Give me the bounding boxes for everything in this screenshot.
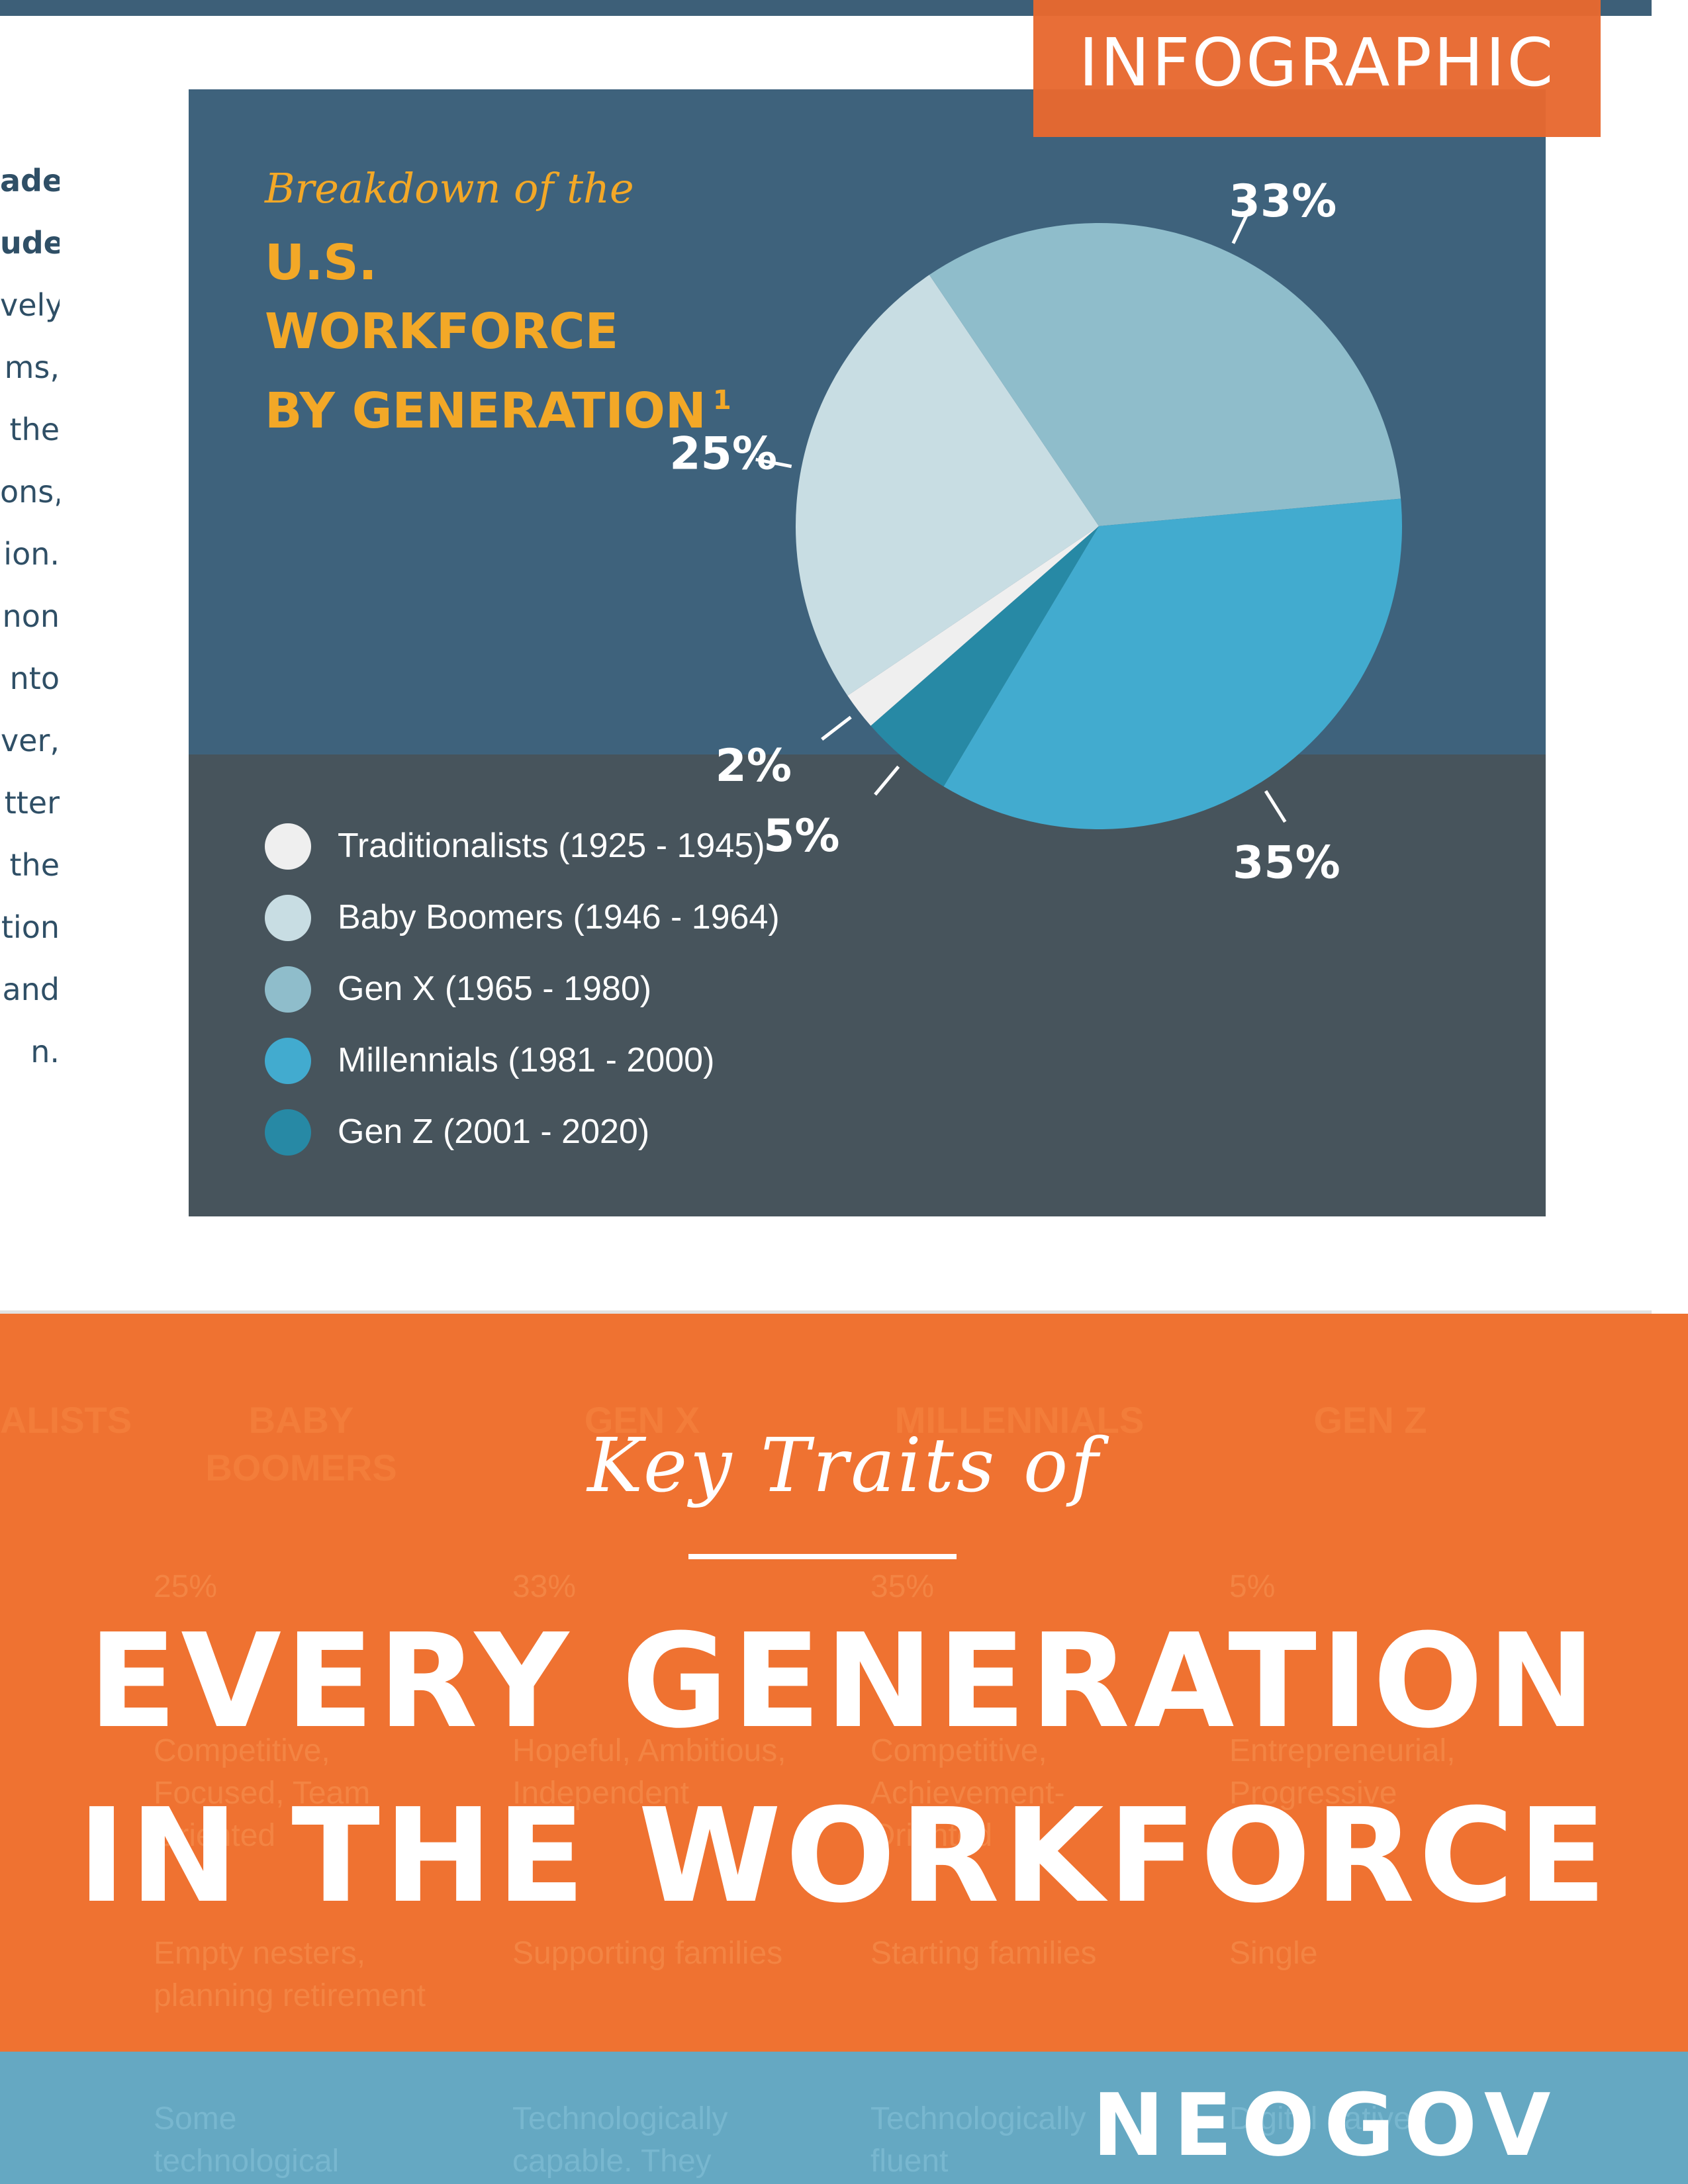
body-text-line: ons, [0,474,60,510]
body-text-line: tter [4,785,60,821]
faint-percent-3: 5% [1229,1569,1276,1604]
pie-data-label: 5% [763,810,839,862]
faint-header-2: GEN X [584,1399,700,1441]
chart-title-line1: U.S. WORKFORCE [265,234,619,360]
pie-slice [870,526,1099,787]
pie-leader-line [1264,790,1287,823]
chart-subtitle: Breakdown of the [265,164,634,212]
body-text-line: the [9,412,60,447]
body-text-line: vely [0,287,60,323]
infographic-tag: INFOGRAPHIC [1033,0,1601,137]
body-text-line: tion [1,909,60,945]
pie-leader-line [821,715,852,741]
faint-percent-1: 33% [512,1569,577,1604]
pie-leader-line [755,457,792,469]
pie-leader-line [874,765,900,796]
legend-swatch [265,1109,311,1156]
faint-header-3: MILLENNIALS [894,1399,1145,1441]
legend-swatch [265,823,311,870]
faint-traits-2: Competitive, Achievement-Oriented [870,1733,1065,1853]
section-divider [0,1310,1652,1314]
chart-title: U.S. WORKFORCE BY GENERATION 1 [265,228,741,445]
faint-life-3: Single [1229,1936,1318,1971]
body-text-line: the [9,847,60,883]
neogov-logo: NEOGOV [1092,2075,1560,2175]
faint-header-1: BABY BOOMERS [205,1399,397,1488]
legend-swatch [265,1038,311,1084]
faint-tech-1: Technologically capable. They [512,2101,728,2179]
faint-tech-0: Some technological [154,2101,340,2179]
body-text-line: ade [0,163,60,199]
body-text-line: n. [30,1034,60,1069]
pie-leader-line [1231,209,1250,244]
faint-tech-2: Technologically fluent [870,2101,1086,2179]
legend-label: Gen Z (2001 - 2020) [338,1113,650,1151]
faint-percent-2: 35% [870,1569,935,1604]
faint-header-4: GEN Z [1313,1399,1427,1441]
legend-label: Traditionalists (1925 - 1945) [338,827,765,865]
heading-rule [688,1554,957,1559]
chart-title-footnote: 1 [712,385,731,416]
infographic-tag-label: INFOGRAPHIC [1078,24,1556,101]
faint-traits-1: Hopeful, Ambitious, Independent [512,1733,786,1811]
faint-tech-3: Digital natives [1229,2101,1427,2136]
key-traits-heading: Key Traits of [587,1423,1101,1509]
footer-bar: Some technological Technologically capab… [0,2052,1688,2184]
chart-card-bottom [189,754,1546,1216]
faint-percent-0: 25% [154,1569,218,1604]
faint-life-0: Empty nesters, planning retirement [154,1936,426,2013]
legend-swatch [265,966,311,1013]
body-text-line: ms, [4,349,60,385]
legend-label: Millennials (1981 - 2000) [338,1041,715,1079]
faint-life-1: Supporting families [512,1936,783,1971]
body-text-line: and [2,972,60,1007]
chart-title-line2: BY GENERATION 1 [265,366,741,445]
faint-header-0: ALISTS [0,1399,132,1441]
body-text-line: ver, [0,723,60,758]
faint-traits-0: Competitive, Focused, Team Oriented [154,1733,371,1853]
body-text-line: nto [9,660,60,696]
chart-title-line2-text: BY GENERATION [265,383,706,439]
pie-slice [795,275,1099,696]
cropped-body-text: ade ude vely ms, the ons, ion. non nto ver, tter th… [0,159,60,1092]
pie-chart: 25% 33% 35% 5% 2% [669,175,1402,889]
legend-label: Baby Boomers (1946 - 1964) [338,898,780,936]
faint-life-2: Starting families [870,1936,1097,1971]
body-text-line: ude [0,225,60,261]
banner-title-line2: IN THE WORKFORCE [77,1781,1611,1932]
legend-label: Gen X (1965 - 1980) [338,970,652,1008]
body-text-line: non [2,598,60,634]
pie-data-label: 25% [669,428,777,480]
pie-slice [929,223,1401,526]
pie-data-label: 33% [1229,175,1337,228]
pie-data-label: 35% [1233,837,1340,889]
key-traits-banner [0,1314,1688,2052]
pie-slice [943,498,1402,829]
banner-title-line1: EVERY GENERATION [88,1606,1600,1757]
pie-data-label: 2% [716,740,792,792]
legend-swatch [265,895,311,941]
faint-traits-3: Entrepreneurial, Progressive [1229,1733,1456,1811]
pie-slice [847,526,1099,726]
body-text-line: ion. [3,536,60,572]
